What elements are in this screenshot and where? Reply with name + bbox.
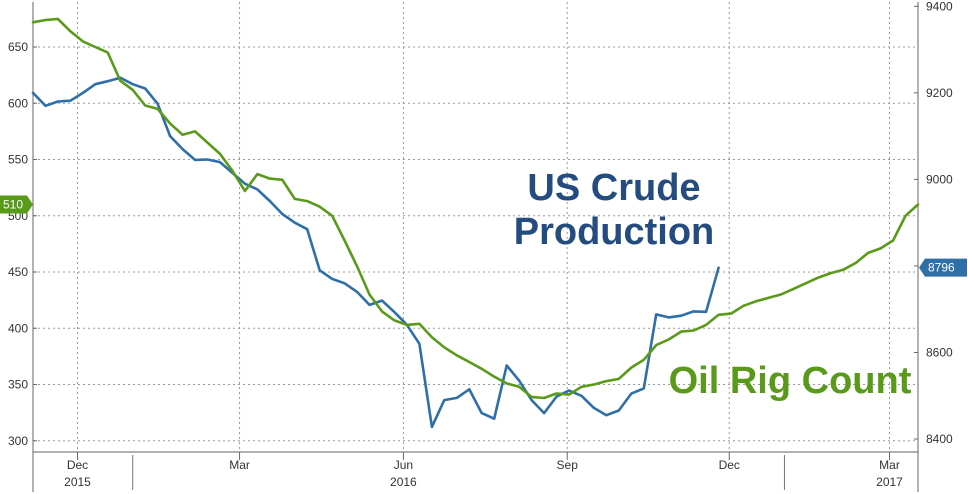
series-lines [31, 17, 920, 429]
x-year-label: 2015 [64, 475, 91, 489]
right-tick-label: 9000 [926, 172, 953, 186]
x-tick-label: Mar [879, 458, 900, 472]
right-tick-label: 9200 [926, 86, 953, 100]
axes [32, 2, 919, 492]
left-tick-label: 650 [8, 40, 28, 54]
right-tick-label: 8600 [926, 345, 953, 359]
crude-annotation-line1: US Crude [527, 167, 700, 209]
left-tick-label: 600 [8, 96, 28, 110]
left-tick-label: 350 [8, 378, 28, 392]
x-axis-ticks: Dec 2015 Mar Jun 2016 Sep Dec Mar 2017 [64, 452, 903, 490]
left-tick-label: 550 [8, 153, 28, 167]
oil-rig-count-value-label: 510 [3, 198, 23, 212]
us-crude-production-value-label: 8796 [928, 261, 955, 275]
us-crude-production-value-badge [919, 258, 967, 277]
right-tick-label: 8400 [926, 432, 953, 446]
x-tick-label: Sep [557, 458, 579, 472]
annotations: US Crude Production Oil Rig Count [514, 167, 912, 402]
gridlines [33, 2, 918, 452]
x-year-label: 2016 [390, 475, 417, 489]
oil-rig-count-value-badge [0, 195, 33, 214]
right-tick-label: 9400 [926, 0, 953, 13]
x-tick-label: Dec [67, 458, 88, 472]
left-tick-label: 300 [8, 434, 28, 448]
x-tick-label: Mar [229, 458, 250, 472]
crude-annotation-line2: Production [514, 211, 715, 253]
x-year-label: 2017 [876, 475, 903, 489]
oil-rig-count-line [31, 17, 920, 400]
left-tick-label: 400 [8, 321, 28, 335]
x-tick-label: Dec [719, 458, 740, 472]
right-y-axis-ticks: 840086008800900092009400 [914, 0, 953, 446]
left-tick-label: 450 [8, 265, 28, 279]
x-tick-label: Jun [394, 458, 413, 472]
last-value-badges: 8796 510 [0, 195, 967, 277]
rig-annotation: Oil Rig Count [669, 360, 912, 402]
